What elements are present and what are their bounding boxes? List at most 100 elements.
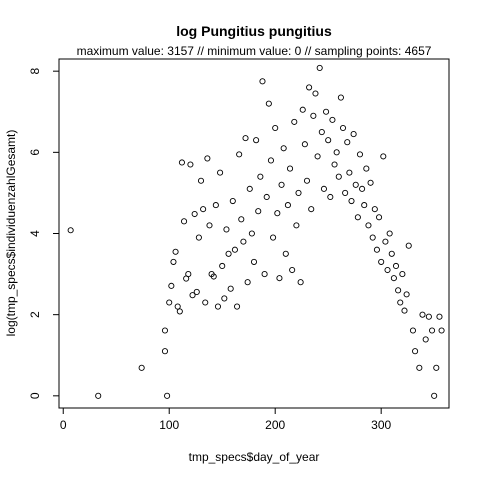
data-point bbox=[185, 271, 192, 278]
data-point bbox=[299, 106, 306, 113]
data-point bbox=[195, 234, 202, 241]
data-point bbox=[253, 137, 260, 144]
data-point bbox=[412, 348, 419, 355]
data-point bbox=[244, 279, 251, 286]
data-point bbox=[293, 222, 300, 229]
data-point bbox=[312, 90, 319, 97]
data-point bbox=[308, 206, 315, 213]
data-point bbox=[301, 141, 308, 148]
data-point bbox=[382, 238, 389, 245]
data-point bbox=[178, 159, 185, 166]
x-axis-label: tmp_specs$day_of_year bbox=[189, 450, 320, 464]
data-point bbox=[373, 246, 380, 253]
data-point bbox=[297, 279, 304, 286]
data-point bbox=[263, 193, 270, 201]
data-point bbox=[371, 206, 378, 213]
data-point bbox=[236, 151, 243, 158]
data-point bbox=[202, 299, 209, 306]
data-point bbox=[399, 271, 406, 278]
data-point bbox=[231, 246, 238, 253]
data-point bbox=[320, 185, 327, 192]
data-point bbox=[306, 84, 313, 91]
data-point bbox=[401, 307, 408, 314]
data-point bbox=[436, 313, 443, 320]
data-point bbox=[428, 327, 436, 334]
data-point bbox=[378, 258, 385, 265]
data-point bbox=[405, 242, 412, 249]
data-point bbox=[365, 222, 372, 229]
data-point bbox=[221, 295, 228, 302]
data-point bbox=[419, 311, 426, 318]
data-point bbox=[210, 273, 217, 280]
data-point bbox=[267, 157, 275, 164]
x-tick-label: 0 bbox=[60, 418, 67, 432]
data-point bbox=[276, 275, 283, 282]
data-point bbox=[363, 165, 370, 172]
data-point bbox=[425, 313, 432, 320]
data-points bbox=[67, 64, 445, 399]
data-point bbox=[259, 78, 266, 85]
data-point bbox=[333, 149, 340, 156]
data-point bbox=[174, 303, 181, 310]
data-point bbox=[416, 364, 423, 371]
data-point bbox=[422, 336, 429, 343]
x-tick-label: 100 bbox=[159, 418, 179, 432]
data-point bbox=[67, 227, 74, 234]
x-tick-label: 200 bbox=[265, 418, 285, 432]
data-point bbox=[438, 327, 445, 334]
data-point bbox=[386, 230, 393, 237]
data-point bbox=[367, 179, 374, 186]
y-tick-label: 2 bbox=[28, 311, 42, 318]
data-point bbox=[291, 118, 298, 125]
data-point bbox=[310, 112, 317, 119]
data-point bbox=[255, 208, 262, 215]
data-point bbox=[212, 202, 219, 209]
data-point bbox=[295, 189, 302, 196]
data-point bbox=[138, 364, 145, 371]
data-point bbox=[265, 100, 272, 107]
data-point bbox=[181, 218, 188, 225]
data-point bbox=[354, 214, 361, 221]
data-point bbox=[342, 189, 349, 196]
data-point bbox=[316, 64, 323, 71]
data-point bbox=[246, 185, 253, 192]
data-point bbox=[166, 299, 173, 306]
chart-subtitle: maximum value: 3157 // minimum value: 0 … bbox=[77, 44, 432, 58]
data-point bbox=[270, 234, 277, 241]
data-point bbox=[168, 282, 175, 289]
data-point bbox=[344, 139, 351, 146]
data-point bbox=[191, 210, 198, 218]
data-point bbox=[356, 151, 364, 158]
y-axis: 0 2 4 6 8 bbox=[28, 68, 59, 399]
x-tick-label: 300 bbox=[371, 418, 391, 432]
data-point bbox=[337, 94, 344, 101]
data-point bbox=[189, 292, 196, 299]
data-point bbox=[361, 202, 368, 209]
data-point bbox=[369, 234, 376, 241]
data-point bbox=[164, 392, 171, 399]
data-point bbox=[225, 250, 232, 257]
data-point bbox=[384, 266, 391, 274]
data-point bbox=[397, 299, 404, 306]
data-point bbox=[280, 145, 287, 152]
data-point bbox=[206, 222, 213, 229]
data-point bbox=[233, 303, 241, 310]
data-point bbox=[409, 327, 417, 334]
data-point bbox=[170, 258, 177, 265]
data-point bbox=[388, 250, 395, 257]
y-tick-label: 0 bbox=[28, 392, 42, 399]
data-point bbox=[223, 226, 230, 233]
data-point bbox=[172, 248, 179, 255]
data-point bbox=[161, 348, 169, 355]
data-point bbox=[187, 161, 194, 168]
y-axis-label: log(tmp_specs$individuenzahlGesamt) bbox=[4, 130, 18, 337]
data-point bbox=[348, 197, 355, 205]
data-point bbox=[217, 169, 224, 176]
data-point bbox=[352, 181, 359, 188]
data-point bbox=[350, 131, 357, 138]
data-point bbox=[376, 214, 383, 221]
data-point bbox=[380, 153, 387, 160]
data-point bbox=[240, 238, 247, 245]
data-point bbox=[346, 169, 353, 176]
